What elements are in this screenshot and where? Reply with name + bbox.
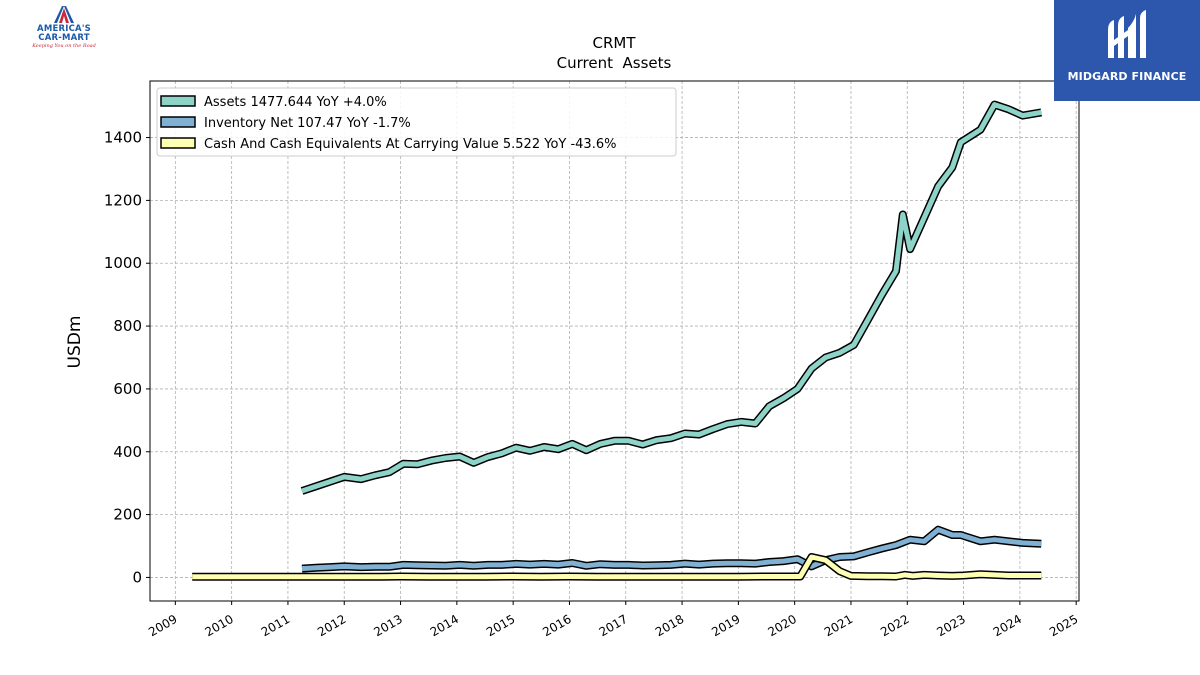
midgard-m-icon: [1108, 10, 1146, 58]
series-layer: [192, 100, 1042, 581]
x-tick-label: 2019: [709, 612, 742, 639]
y-tick-label: 400: [113, 443, 142, 461]
americas-car-mart-logo: AMERICA'S CAR-MART Keeping You on the Ro…: [22, 6, 106, 58]
chart-title: CRMT: [592, 34, 636, 52]
x-tick-label: 2010: [202, 612, 235, 639]
x-tick-label: 2015: [484, 612, 517, 639]
x-tick-label: 2023: [934, 612, 967, 639]
y-tick-label: 1400: [104, 129, 142, 147]
x-tick-label: 2013: [371, 612, 404, 639]
x-tick-label: 2025: [1047, 612, 1080, 639]
logo-left-tagline: Keeping You on the Road: [32, 43, 96, 49]
y-axis-label: USDm: [65, 316, 85, 369]
x-tick-label: 2024: [991, 612, 1024, 639]
legend-label: Inventory Net 107.47 YoY -1.7%: [204, 116, 411, 131]
y-tick-label: 800: [113, 317, 142, 335]
plot-frame: [149, 80, 1080, 602]
x-tick-label: 2016: [540, 612, 573, 639]
x-tick-label: 2012: [315, 612, 348, 639]
logo-right-text: MIDGARD FINANCE: [1067, 70, 1187, 83]
midgard-finance-logo: MIDGARD FINANCE: [1054, 0, 1200, 101]
series-line-outline: [300, 100, 1042, 495]
y-tick-label: 600: [113, 380, 142, 398]
logo-left-line1: AMERICA'S: [37, 24, 91, 34]
chart-subtitle: Current Assets: [557, 54, 672, 72]
legend-label: Cash And Cash Equivalents At Carrying Va…: [204, 137, 616, 152]
grid: [150, 81, 1079, 601]
y-tick-label: 0: [132, 568, 142, 586]
legend-box: [156, 87, 677, 157]
series-line: [301, 102, 1042, 494]
y-tick-label: 1200: [104, 191, 142, 209]
series-line: [192, 554, 1042, 580]
x-tick-label: 2009: [146, 612, 179, 639]
x-ticks: 2009 2010 2011 2012 2013 2014 2015 2016 2017 2018…: [146, 601, 1080, 639]
x-tick-label: 2022: [878, 612, 911, 639]
legend-swatch: [160, 95, 196, 107]
y-tick-label: 200: [113, 506, 142, 524]
y-tick-label: 1000: [104, 254, 142, 272]
series-2: [192, 553, 1042, 581]
series-1: [301, 525, 1042, 573]
legend-swatch: [160, 137, 196, 149]
x-tick-label: 2021: [822, 612, 855, 639]
logo-left-line2: CAR-MART: [38, 33, 90, 43]
legend-label: Assets 1477.644 YoY +4.0%: [204, 95, 387, 110]
series-0: [300, 100, 1042, 495]
x-tick-label: 2020: [766, 612, 799, 639]
y-ticks: 0 200 400 600 800 1000 1200 1400: [104, 129, 150, 586]
x-tick-label: 2014: [428, 612, 461, 639]
x-tick-label: 2011: [259, 612, 292, 639]
legend-swatch: [160, 116, 196, 128]
x-tick-label: 2018: [653, 612, 686, 639]
legend: Assets 1477.644 YoY +4.0% Inventory Net 1…: [156, 87, 677, 157]
series-line: [301, 527, 1042, 572]
car-mart-a-icon: [54, 6, 74, 23]
x-tick-label: 2017: [597, 612, 630, 639]
